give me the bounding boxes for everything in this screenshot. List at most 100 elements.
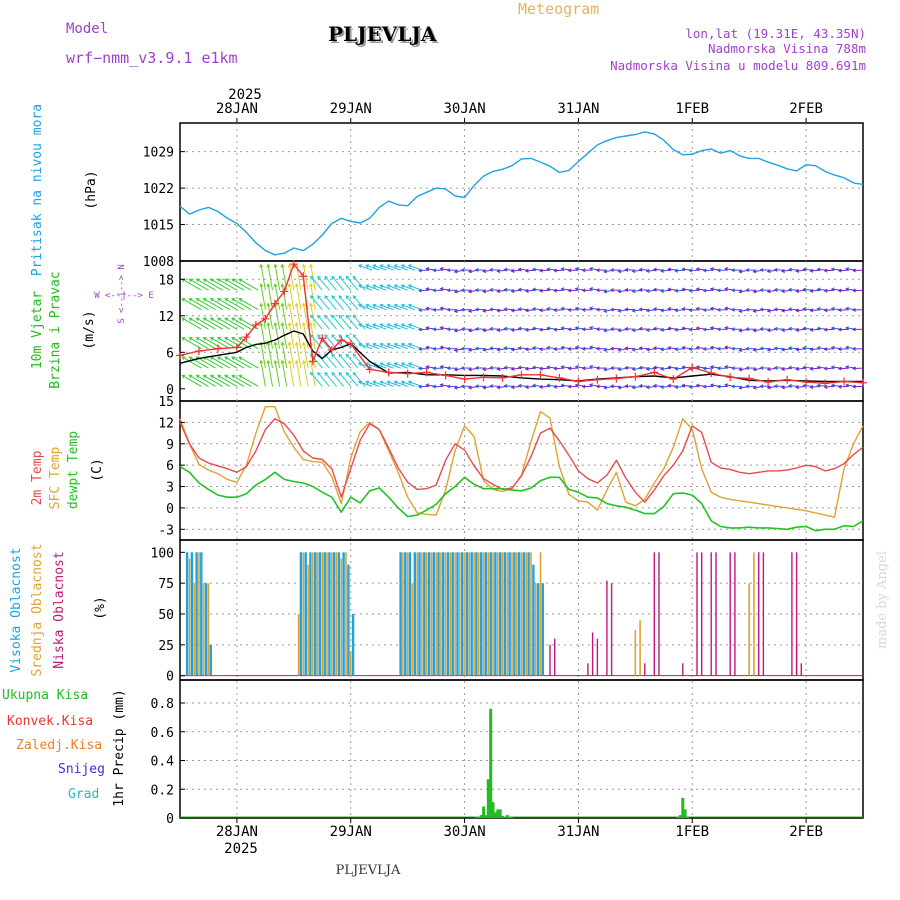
wind-tick-label: 6	[166, 346, 174, 361]
cloud-bar	[347, 564, 350, 676]
wind-arrow-head	[489, 287, 494, 292]
wind-arrow	[267, 360, 273, 387]
pressure-label: Pritisak na nivou mora	[30, 104, 45, 276]
wind-arrow-head	[546, 365, 551, 370]
wind-arrow-head	[731, 366, 735, 371]
wind-arrow-head	[645, 385, 650, 390]
wind-arrow-head	[588, 383, 593, 388]
wind-arrow-head	[474, 326, 479, 331]
wind-arrow-head	[759, 288, 764, 293]
wind-arrow-head	[231, 356, 236, 361]
temp-tick-label: 6	[166, 459, 174, 474]
wind-gust-marker	[213, 344, 222, 353]
wind-arrow-head	[209, 337, 214, 341]
wind-arrow-head	[738, 367, 743, 372]
wind-arrow-head	[830, 267, 835, 272]
wind-arrow	[303, 360, 309, 387]
wind-arrow-head	[731, 384, 735, 389]
wind-arrow-head	[482, 328, 487, 333]
wind-arrow-head	[453, 309, 458, 313]
wind-arrow-head	[432, 268, 437, 273]
wind-arrow	[203, 317, 223, 330]
wind-arrow-head	[496, 308, 501, 313]
cloud-bar	[299, 552, 303, 676]
wind-arrow	[182, 374, 202, 387]
wind-arrow-head	[539, 327, 543, 332]
wind-arrow-head	[266, 283, 271, 288]
wind-arrow-head	[407, 303, 412, 308]
wind-arrow-head	[766, 347, 771, 352]
wind-arrow-head	[709, 267, 714, 271]
wind-arrow	[331, 295, 344, 311]
precip-bar	[474, 817, 478, 818]
wind-arrow-head	[553, 384, 558, 389]
cloud-bar	[328, 552, 331, 676]
wind-arrow-head	[731, 307, 735, 312]
wind-arrow	[196, 337, 216, 350]
wind-arrow-head	[631, 289, 636, 294]
wind-arrow-head	[652, 346, 657, 351]
wind-gust-marker	[441, 371, 450, 380]
wind-arrow-head	[309, 359, 313, 364]
wind-arrow	[196, 317, 216, 330]
cloud-bar	[340, 558, 343, 676]
wind-arrow	[338, 353, 352, 369]
wind-arrow-head	[766, 269, 771, 274]
wind-arrow-head	[603, 328, 608, 333]
wind-arrow-head	[400, 303, 405, 308]
wind-arrow-head	[331, 314, 336, 319]
wind-arrow	[189, 356, 209, 369]
cloud-bar	[204, 583, 208, 676]
cloud-bar	[459, 552, 461, 676]
wind-arrow-head	[324, 371, 328, 376]
wind-arrow-head	[407, 323, 412, 328]
wind-arrow-head	[524, 288, 529, 293]
wind-arrow	[310, 295, 323, 311]
wind-arrow-head	[560, 267, 565, 272]
wind-arrow-head	[724, 266, 729, 271]
wind-arrow-head	[702, 308, 707, 313]
wind-arrow	[274, 303, 281, 330]
wind-arrow	[274, 284, 281, 310]
wind-arrow-head	[581, 384, 586, 389]
wind-arrow	[353, 315, 366, 330]
wind-arrow-head	[482, 347, 487, 352]
cloud-bar	[190, 552, 194, 676]
elevation-text: Nadmorska Visina 788m	[708, 41, 866, 56]
wind-arrow-head	[624, 365, 629, 370]
wind-arrow-head	[287, 322, 292, 326]
wind-arrow-head	[224, 278, 228, 283]
wind-arrow	[189, 298, 209, 311]
wind-arrow	[408, 304, 423, 311]
frame-precip	[179, 679, 864, 819]
wind-arrow-head	[273, 263, 278, 268]
wind-arrow-head	[287, 283, 292, 288]
precip-bar	[503, 816, 507, 818]
wind-arrow-head	[674, 308, 679, 313]
wind-arrow-head	[439, 306, 444, 311]
wind-gust-marker	[726, 373, 735, 382]
wind-arrow	[217, 298, 238, 311]
wind-arrow-head	[302, 341, 306, 346]
wind-arrow-head	[294, 302, 299, 307]
wind-arrow-head	[432, 288, 437, 293]
precip-bar	[491, 802, 495, 818]
wind-arrow-head	[645, 308, 650, 313]
wind-arrow-head	[603, 367, 608, 372]
cloud-bar	[653, 552, 655, 676]
wind-arrow-head	[567, 288, 572, 293]
wind-arrow-head	[674, 327, 679, 332]
wind-arrow-head	[809, 327, 814, 332]
wind-gust-marker	[574, 377, 583, 386]
wind-tick-label: 12	[158, 310, 174, 325]
cloud-bar	[480, 552, 483, 676]
wind-arrow-head	[780, 328, 785, 333]
wind-arrow	[217, 374, 238, 387]
temp-tick-label: 15	[158, 395, 174, 410]
cloud-axis-label: Visoka Oblacnost Srednja Oblacnost Niska…	[9, 543, 108, 676]
wind-arrow-head	[546, 345, 551, 350]
cloud-bar	[748, 583, 750, 676]
wind-arrow-head	[674, 268, 679, 273]
wind-arrow	[267, 342, 273, 369]
wind-arrow-head	[357, 303, 362, 308]
